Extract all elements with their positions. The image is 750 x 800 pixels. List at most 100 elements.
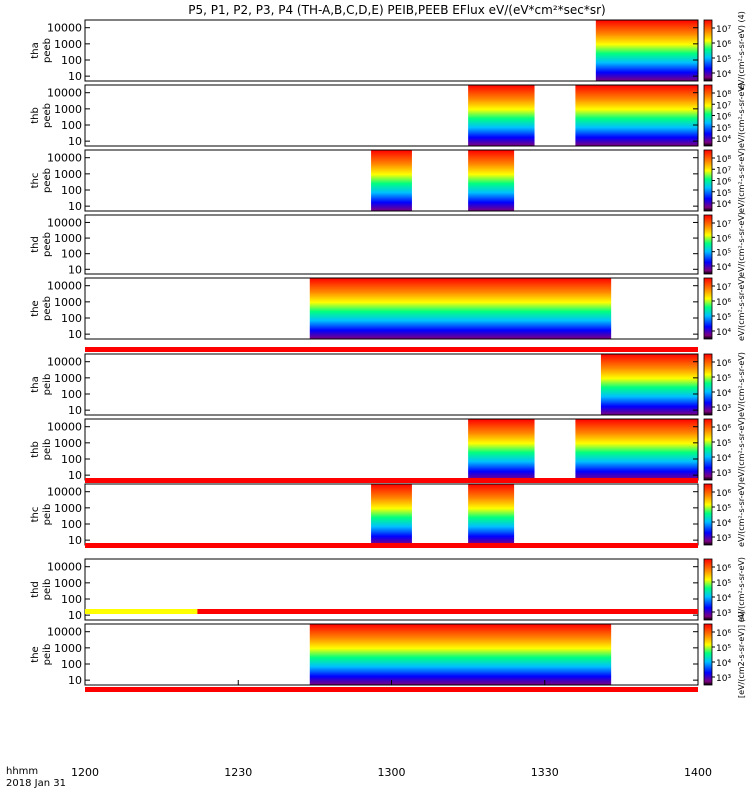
y-tick-label: 10000 <box>47 280 82 293</box>
panel-thd-peib: 10 100 1000 10000 thd peib 10³ 10⁴ 10⁵ 10⁶ eV/(cm²… <box>30 557 746 622</box>
y-tick-label: 100 <box>61 453 82 466</box>
y-tick-label: 10 <box>68 404 82 417</box>
y-tick-label: 1000 <box>54 642 82 655</box>
panel-instrument-label: peib <box>42 644 53 666</box>
panel-probe-label: thc <box>30 507 41 523</box>
x-axis: 1200 1230 1300 1330 1400 <box>71 680 712 779</box>
colorbar-tick-label: 10⁴ <box>716 389 731 399</box>
y-tick-label: 10000 <box>47 356 82 369</box>
colorbar-label: eV/(cm²-s-sr-eV) <box>737 276 746 341</box>
colorbar-tick-label: 10⁶ <box>716 234 731 244</box>
y-tick-label: 100 <box>61 54 82 67</box>
time-label-date: 2018 Jan 31 <box>6 778 66 789</box>
y-tick-label: 10000 <box>47 87 82 100</box>
x-tick-label: 1200 <box>71 766 99 779</box>
figure-title: P5, P1, P2, P3, P4 (TH-A,B,C,D,E) PEIB,P… <box>188 3 605 17</box>
spectrogram-segment <box>371 484 412 545</box>
y-tick-label: 10000 <box>47 421 82 434</box>
colorbar-tick-label: 10⁵ <box>716 189 731 199</box>
y-tick-label: 1000 <box>54 232 82 245</box>
y-tick-label: 1000 <box>54 103 82 116</box>
colorbar <box>703 84 713 147</box>
x-tick-label: 1300 <box>378 766 406 779</box>
panel-probe-label: thb <box>30 107 41 124</box>
colorbar-tick-label: 10⁶ <box>716 178 731 188</box>
flag-bar-segment <box>85 347 698 352</box>
colorbar <box>703 214 713 275</box>
colorbar-tick-label: 10⁶ <box>716 298 731 308</box>
y-tick-label: 10000 <box>47 216 82 229</box>
flag-bar-segment <box>85 609 198 614</box>
flag-bar-segment <box>85 543 698 548</box>
colorbar <box>703 483 713 546</box>
colorbar <box>703 277 713 340</box>
y-tick-label: 10000 <box>47 486 82 499</box>
colorbar-tick-label: 10⁶ <box>716 40 731 50</box>
colorbar-tick-label: 10⁴ <box>716 200 731 210</box>
y-tick-label: 100 <box>61 119 82 132</box>
y-tick-label: 10000 <box>47 22 82 35</box>
y-tick-label: 10000 <box>47 561 82 574</box>
panel-tha-peeb: 10 100 1000 10000 tha peeb 10⁴ 10⁵ 10⁶ 10⁷ eV/(cm²… <box>30 11 746 90</box>
panel-frame <box>84 19 699 82</box>
y-tick-label: 1000 <box>54 577 82 590</box>
spectrogram-segment <box>575 85 698 146</box>
flag-bar-segment <box>197 609 698 614</box>
colorbar <box>703 418 713 481</box>
colorbar-tick-label: 10⁵ <box>716 504 731 514</box>
panel-instrument-label: peib <box>42 504 53 526</box>
y-tick-label: 1000 <box>54 502 82 515</box>
colorbar-tick-label: 10⁶ <box>716 424 731 434</box>
colorbar-tick-label: 10⁷ <box>716 220 731 230</box>
colorbar <box>703 353 713 416</box>
panel-probe-label: tha <box>30 376 41 392</box>
colorbar-tick-label: 10³ <box>716 534 731 544</box>
time-label-hhmm: hhmm <box>6 766 38 777</box>
y-tick-label: 100 <box>61 248 82 261</box>
panel-the-peeb: 10 100 1000 10000 the peeb 10⁴ 10⁵ 10⁶ 10⁷ eV/(cm²… <box>30 276 746 341</box>
colorbar-tick-label: 10⁴ <box>716 70 731 80</box>
panel-frame <box>84 214 699 275</box>
colorbar-tick-label: 10⁷ <box>716 101 731 111</box>
spectrogram-segment <box>468 150 515 211</box>
y-tick-label: 100 <box>61 184 82 197</box>
y-tick-label: 10 <box>68 328 82 341</box>
colorbar-label: eV/(cm²-s-sr-eV) <box>737 482 746 547</box>
colorbar-tick-label: 10⁶ <box>716 489 731 499</box>
flag-bar-segment <box>85 478 698 483</box>
panel-instrument-label: peib <box>42 439 53 461</box>
panel-probe-label: thb <box>30 441 41 458</box>
y-tick-label: 10 <box>68 674 82 687</box>
colorbar <box>703 558 713 621</box>
colorbar-label: [eV/(cm2-s-sr-eV)] (4) <box>737 611 746 698</box>
flag-bars-group <box>85 347 698 692</box>
panel-thd-peeb: 10 100 1000 10000 thd peeb 10⁴ 10⁵ 10⁶ 10⁷ eV/(cm²… <box>30 212 746 277</box>
panel-instrument-label: peeb <box>42 296 53 321</box>
spectrogram-segment <box>575 419 698 480</box>
y-tick-label: 100 <box>61 518 82 531</box>
y-tick-label: 10000 <box>47 152 82 165</box>
spectrogram-segment <box>309 278 612 339</box>
colorbar-tick-label: 10⁸ <box>716 90 731 100</box>
panel-probe-label: tha <box>30 42 41 58</box>
y-tick-label: 10 <box>68 263 82 276</box>
panel-frame <box>84 84 699 147</box>
colorbar-tick-label: 10³ <box>716 609 731 619</box>
colorbar-label: eV/(cm²-s-sr-eV) <box>737 352 746 417</box>
y-tick-label: 100 <box>61 658 82 671</box>
colorbar-tick-label: 10³ <box>716 404 731 414</box>
y-tick-label: 100 <box>61 593 82 606</box>
colorbar-tick-label: 10⁵ <box>716 579 731 589</box>
colorbar-tick-label: 10⁵ <box>716 313 731 323</box>
colorbar-tick-label: 10⁴ <box>716 659 731 669</box>
colorbar-label: eV/(cm²-s-sr-eV) <box>737 417 746 482</box>
panel-tha-peib: 10 100 1000 10000 tha peib 10³ 10⁴ 10⁵ 10⁶ eV/(cm²… <box>30 352 746 417</box>
colorbar-tick-label: 10⁵ <box>716 124 731 134</box>
y-tick-label: 1000 <box>54 437 82 450</box>
y-tick-label: 1000 <box>54 372 82 385</box>
colorbar-tick-label: 10⁷ <box>716 166 731 176</box>
panel-thb-peib: 10 100 1000 10000 thb peib 10³ 10⁴ 10⁵ 10⁶ eV/(cm²… <box>30 417 746 482</box>
